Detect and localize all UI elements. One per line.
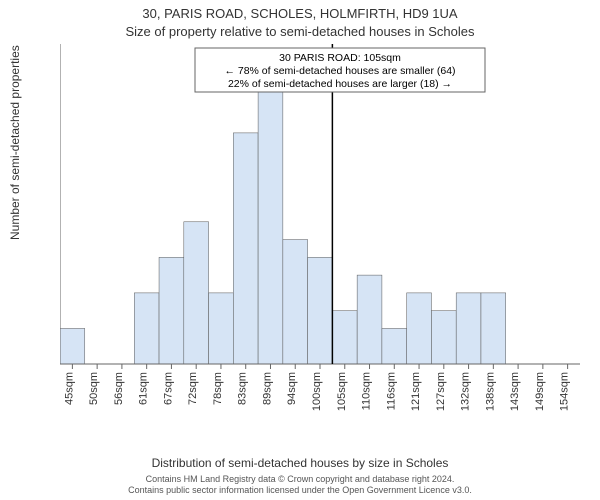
x-tick-label: 89sqm	[261, 372, 273, 405]
x-tick-label: 45sqm	[63, 372, 75, 405]
x-tick-label: 116sqm	[385, 372, 397, 410]
x-tick-label: 121sqm	[410, 372, 422, 411]
footer-line2: Contains public sector information licen…	[128, 485, 472, 495]
y-axis-label: Number of semi-detached properties	[8, 45, 22, 240]
histogram-bar	[456, 293, 481, 364]
x-tick-label: 67sqm	[162, 372, 174, 405]
histogram-bar	[209, 293, 234, 364]
annotation-line1: 30 PARIS ROAD: 105sqm	[279, 52, 401, 64]
histogram-bar	[134, 293, 159, 364]
x-tick-label: 149sqm	[534, 372, 546, 411]
histogram-bar	[283, 240, 308, 364]
x-tick-label: 78sqm	[212, 372, 224, 405]
histogram-bar	[258, 80, 283, 364]
x-tick-label: 154sqm	[559, 372, 571, 411]
bars-group	[60, 80, 506, 364]
chart-container: 30, PARIS ROAD, SCHOLES, HOLMFIRTH, HD9 …	[0, 0, 600, 500]
x-tick-label: 100sqm	[311, 372, 323, 411]
x-tick-label: 94sqm	[286, 372, 298, 405]
histogram-bar	[159, 257, 184, 364]
histogram-bar	[233, 133, 258, 364]
footer-line1: Contains HM Land Registry data © Crown c…	[146, 474, 455, 484]
histogram-bar	[184, 222, 209, 364]
histogram-bar	[481, 293, 506, 364]
x-tick-label: 105sqm	[336, 372, 348, 411]
histogram-bar	[332, 311, 357, 364]
x-tick-label: 132sqm	[460, 372, 472, 411]
x-tick-label: 138sqm	[484, 372, 496, 411]
histogram-bar	[60, 328, 85, 364]
histogram-bar	[431, 311, 456, 364]
chart-title-line2: Size of property relative to semi-detach…	[0, 24, 600, 39]
x-tick-label: 50sqm	[88, 372, 100, 405]
chart-title-line1: 30, PARIS ROAD, SCHOLES, HOLMFIRTH, HD9 …	[0, 6, 600, 21]
x-tick-label: 110sqm	[361, 372, 373, 410]
histogram-bar	[308, 257, 333, 364]
histogram-plot: 024681012141618 45sqm50sqm56sqm61sqm67sq…	[60, 44, 580, 414]
annotation-line2: ← 78% of semi-detached houses are smalle…	[224, 65, 455, 77]
x-axis-label: Distribution of semi-detached houses by …	[0, 456, 600, 470]
histogram-bar	[407, 293, 432, 364]
histogram-bar	[357, 275, 382, 364]
histogram-bar	[382, 328, 407, 364]
x-tick-label: 83sqm	[237, 372, 249, 405]
x-tick-label: 61sqm	[138, 372, 150, 405]
x-tick-label: 56sqm	[113, 372, 125, 405]
footer-attribution: Contains HM Land Registry data © Crown c…	[0, 474, 600, 496]
x-tick-label: 127sqm	[435, 372, 447, 411]
x-tick-label: 72sqm	[187, 372, 199, 405]
annotation-line3: 22% of semi-detached houses are larger (…	[228, 78, 452, 90]
x-tick-label: 143sqm	[509, 372, 521, 411]
x-ticks: 45sqm 50sqm 56sqm 61sqm 67sqm 72sqm 78sqm 83sqm…	[63, 364, 570, 411]
